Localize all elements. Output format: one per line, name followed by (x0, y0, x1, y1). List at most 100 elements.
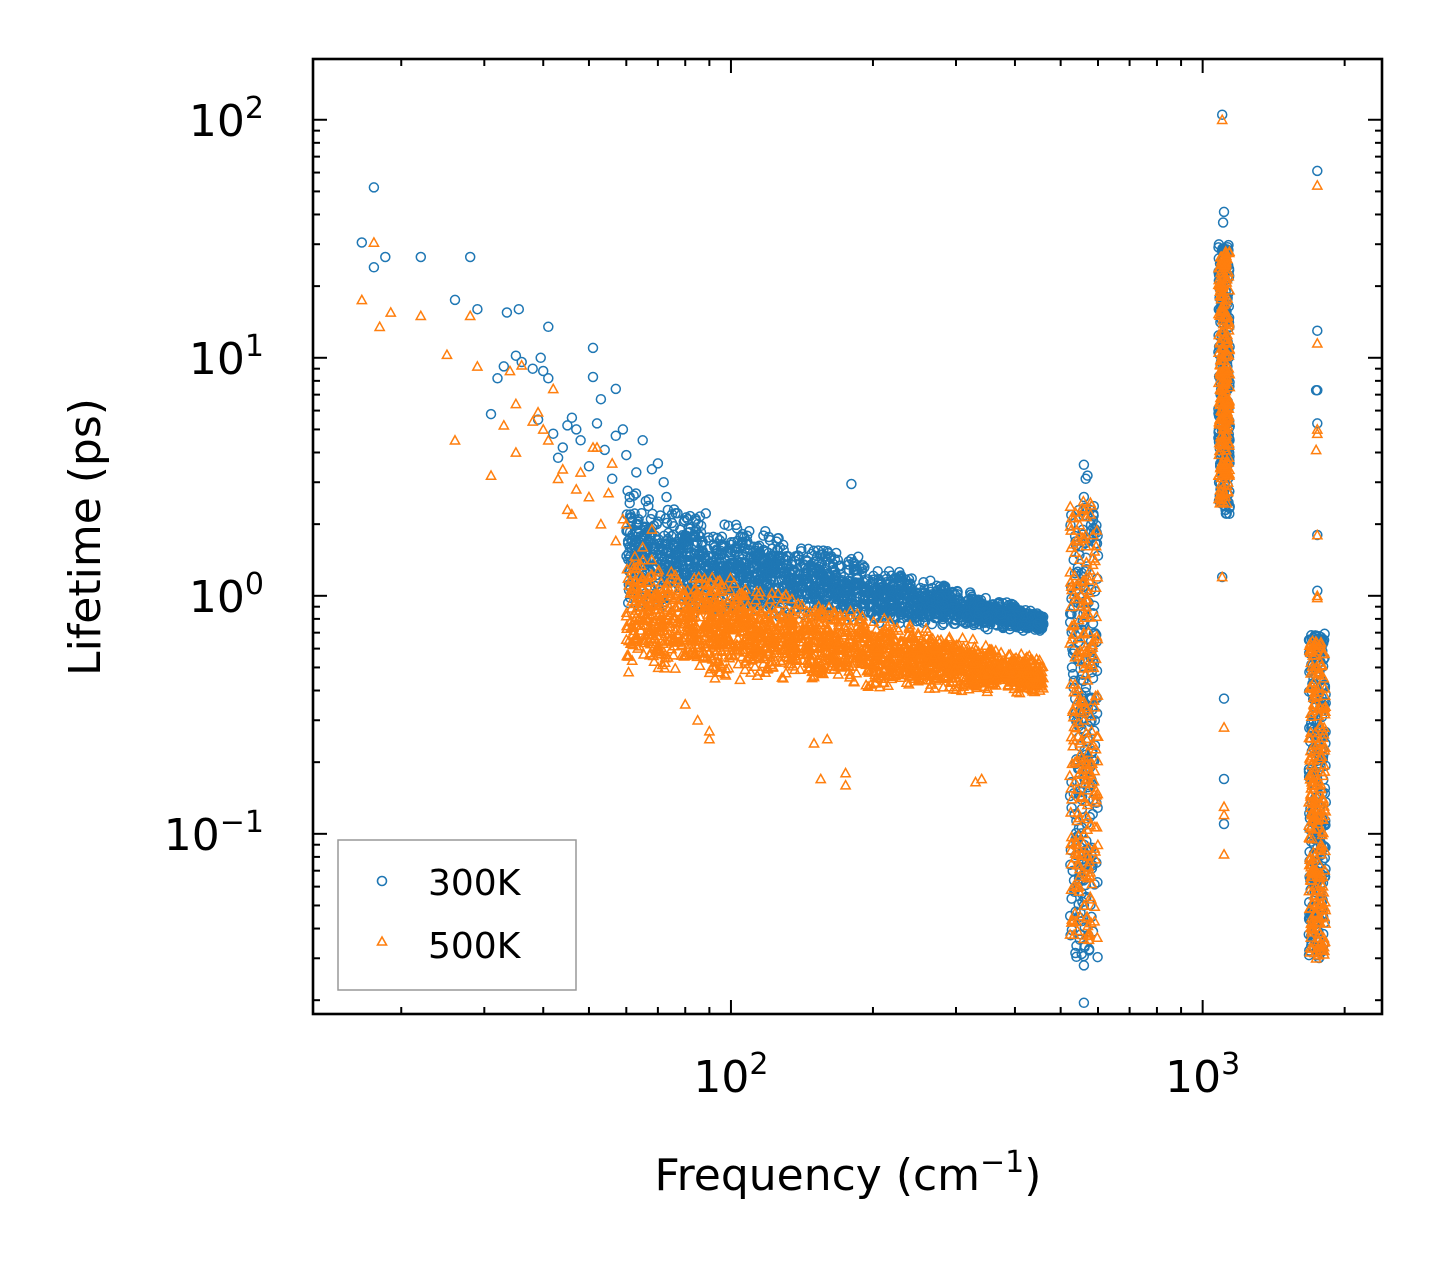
point-500k (757, 657, 770, 669)
point-500k (715, 629, 727, 641)
point-300k (661, 491, 672, 503)
point-300k (587, 371, 599, 383)
point-500k (628, 550, 641, 561)
point-300k (587, 342, 599, 354)
point-500k (804, 618, 816, 630)
point-500k (635, 575, 647, 587)
point-500k (999, 666, 1012, 678)
point-500k (704, 626, 717, 637)
point-500k (746, 612, 759, 623)
point-500k (684, 607, 697, 619)
point-500k (802, 662, 815, 674)
point-500k (662, 587, 675, 599)
point-500k (672, 628, 684, 639)
point-500k (964, 649, 976, 661)
point-300k (356, 237, 368, 248)
point-500k (900, 676, 913, 687)
point-500k (701, 625, 714, 636)
point-500k (817, 608, 830, 619)
point-500k (954, 652, 967, 664)
point-300k (862, 574, 874, 585)
point-300k (668, 504, 680, 515)
point-300k (760, 525, 771, 537)
point-500k (654, 613, 667, 624)
point-300k (1069, 530, 1081, 542)
data-points (355, 109, 1332, 1009)
point-300k (492, 373, 503, 384)
point-500k (976, 665, 988, 676)
point-300k (1079, 940, 1090, 951)
point-300k (770, 568, 782, 580)
point-300k (895, 578, 906, 589)
point-300k (992, 606, 1004, 617)
point-500k (669, 601, 682, 612)
point-300k (595, 393, 607, 405)
point-300k (911, 587, 922, 598)
point-300k (846, 553, 857, 565)
point-300k (844, 601, 856, 613)
point-500k (776, 607, 789, 619)
point-300k (901, 606, 913, 617)
point-500k (648, 581, 660, 592)
point-300k (852, 565, 864, 576)
point-500k (775, 617, 788, 628)
point-500k (697, 637, 709, 648)
point-500k (929, 672, 941, 683)
point-500k (981, 667, 994, 679)
point-300k (976, 601, 987, 613)
point-300k (965, 589, 976, 601)
point-300k (884, 584, 895, 596)
point-500k (1065, 782, 1077, 793)
point-300k (870, 585, 882, 596)
point-500k (1033, 654, 1046, 665)
point-300k (914, 603, 926, 615)
point-500k (675, 593, 688, 605)
point-500k (705, 607, 718, 618)
point-500k (691, 588, 704, 599)
point-300k (932, 608, 943, 620)
point-500k (811, 660, 824, 672)
point-500k (912, 668, 924, 680)
point-300k (703, 532, 714, 543)
point-500k (775, 611, 788, 623)
point-300k (1078, 459, 1090, 471)
point-500k (748, 605, 760, 617)
point-500k (652, 661, 665, 673)
point-500k (766, 661, 779, 672)
point-300k (464, 251, 476, 263)
point-300k (741, 530, 753, 541)
point-500k (648, 591, 661, 603)
point-500k (672, 605, 685, 617)
point-300k (1071, 940, 1082, 952)
point-300k (925, 595, 936, 607)
point-500k (877, 676, 890, 688)
point-500k (870, 648, 883, 660)
point-500k (896, 635, 909, 646)
point-500k (662, 651, 674, 662)
point-500k (885, 657, 898, 669)
point-500k (702, 597, 715, 608)
point-300k (879, 598, 891, 609)
point-500k (786, 630, 798, 642)
point-300k (939, 600, 950, 612)
point-300k (380, 251, 391, 263)
point-300k (930, 595, 941, 607)
point-300k (859, 598, 871, 610)
point-500k (911, 648, 924, 660)
point-500k (735, 607, 748, 618)
point-500k (643, 635, 656, 647)
point-500k (832, 637, 845, 649)
point-300k (678, 516, 689, 527)
point-500k (889, 641, 902, 653)
point-500k (853, 613, 866, 625)
point-500k (1081, 784, 1094, 795)
point-300k (513, 303, 525, 315)
point-300k (1312, 165, 1323, 177)
point-300k (742, 571, 754, 582)
point-500k (653, 598, 666, 610)
point-300k (1069, 567, 1081, 579)
point-500k (949, 640, 962, 652)
point-500k (903, 665, 916, 676)
point-500k (661, 577, 673, 588)
point-500k (782, 631, 795, 643)
